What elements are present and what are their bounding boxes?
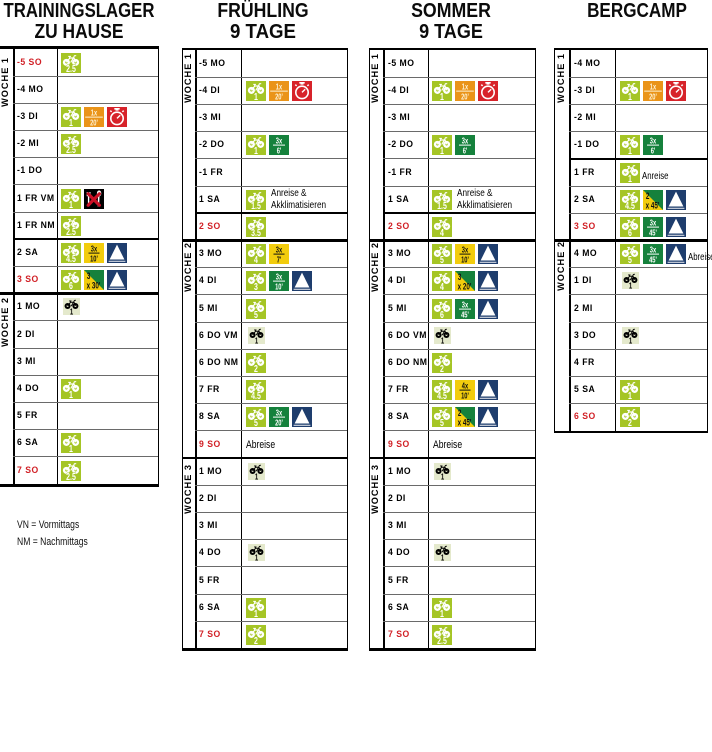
svg-text:6': 6' xyxy=(650,148,655,155)
svg-text:1: 1 xyxy=(255,471,258,480)
svg-text:x 30': x 30' xyxy=(87,280,101,290)
svg-text:45': 45' xyxy=(649,229,657,236)
svg-text:6: 6 xyxy=(440,308,444,318)
svg-text:3x: 3x xyxy=(462,247,468,255)
svg-text:1x: 1x xyxy=(91,110,97,118)
svg-text:3x: 3x xyxy=(276,274,282,282)
svg-text:1: 1 xyxy=(441,335,444,344)
svg-text:3: 3 xyxy=(254,281,258,291)
svg-text:1x: 1x xyxy=(462,84,468,92)
svg-text:20': 20' xyxy=(461,93,469,100)
svg-text:10': 10' xyxy=(461,257,469,264)
svg-text:6: 6 xyxy=(69,280,73,290)
svg-text:x 20': x 20' xyxy=(458,282,472,292)
svg-text:5: 5 xyxy=(254,308,258,318)
svg-text:3x: 3x xyxy=(276,410,282,418)
svg-text:6': 6' xyxy=(276,148,281,155)
svg-text:x 45': x 45' xyxy=(458,418,472,428)
svg-text:2: 2 xyxy=(440,363,444,373)
svg-text:3x: 3x xyxy=(462,138,468,146)
svg-text:4.5: 4.5 xyxy=(251,390,261,400)
svg-text:3x: 3x xyxy=(650,138,656,146)
svg-text:3: 3 xyxy=(87,271,91,281)
svg-text:4x: 4x xyxy=(462,383,468,391)
svg-text:6: 6 xyxy=(628,227,632,237)
svg-text:5: 5 xyxy=(440,417,444,427)
svg-text:10': 10' xyxy=(275,284,283,291)
svg-text:1: 1 xyxy=(628,172,632,182)
svg-text:1: 1 xyxy=(440,608,444,618)
svg-text:3x: 3x xyxy=(276,247,282,255)
svg-text:2.5: 2.5 xyxy=(66,470,76,480)
svg-text:4: 4 xyxy=(254,254,258,264)
svg-text:1: 1 xyxy=(440,145,444,155)
svg-text:2: 2 xyxy=(646,191,649,201)
svg-text:3.5: 3.5 xyxy=(251,227,261,237)
svg-text:2: 2 xyxy=(254,635,258,645)
svg-text:1: 1 xyxy=(628,145,632,155)
svg-text:2.5: 2.5 xyxy=(66,226,76,236)
svg-text:2.5: 2.5 xyxy=(437,635,447,645)
svg-text:x 45': x 45' xyxy=(645,200,659,210)
svg-text:20': 20' xyxy=(275,420,283,427)
svg-text:2: 2 xyxy=(458,408,461,418)
svg-text:1: 1 xyxy=(255,552,258,561)
svg-text:2.5: 2.5 xyxy=(66,62,76,72)
svg-text:2.5: 2.5 xyxy=(66,144,76,154)
svg-text:1.5: 1.5 xyxy=(437,200,447,210)
svg-text:1x: 1x xyxy=(276,84,282,92)
svg-text:1: 1 xyxy=(628,390,632,400)
svg-text:1: 1 xyxy=(254,608,258,618)
svg-text:5: 5 xyxy=(628,254,632,264)
svg-text:1: 1 xyxy=(69,198,73,208)
svg-text:1.5: 1.5 xyxy=(251,200,261,210)
svg-text:4: 4 xyxy=(440,227,444,237)
svg-text:10': 10' xyxy=(461,393,469,400)
svg-text:1: 1 xyxy=(70,306,73,315)
svg-text:4: 4 xyxy=(440,281,444,291)
svg-text:1: 1 xyxy=(69,443,73,453)
svg-text:20': 20' xyxy=(90,119,98,126)
svg-text:2: 2 xyxy=(254,363,258,373)
svg-text:45': 45' xyxy=(461,311,469,318)
svg-text:1: 1 xyxy=(255,335,258,344)
svg-text:3x: 3x xyxy=(650,247,656,255)
svg-text:6': 6' xyxy=(463,148,468,155)
svg-text:45': 45' xyxy=(649,257,657,264)
svg-text:1: 1 xyxy=(441,471,444,480)
svg-text:1: 1 xyxy=(629,335,632,344)
svg-text:1: 1 xyxy=(69,389,73,399)
svg-text:1: 1 xyxy=(628,91,632,101)
svg-text:1: 1 xyxy=(254,91,258,101)
svg-text:3x: 3x xyxy=(91,246,97,254)
svg-text:20': 20' xyxy=(649,93,657,100)
svg-text:5: 5 xyxy=(254,417,258,427)
svg-text:20': 20' xyxy=(275,93,283,100)
svg-text:1x: 1x xyxy=(650,84,656,92)
svg-text:3: 3 xyxy=(458,272,462,282)
svg-text:4.5: 4.5 xyxy=(437,390,447,400)
svg-text:2: 2 xyxy=(628,417,632,427)
svg-text:4.5: 4.5 xyxy=(625,200,635,210)
svg-text:3x: 3x xyxy=(650,220,656,228)
svg-text:1: 1 xyxy=(629,280,632,289)
svg-text:1: 1 xyxy=(254,145,258,155)
svg-text:1: 1 xyxy=(441,552,444,561)
svg-text:1: 1 xyxy=(69,117,73,127)
svg-text:1: 1 xyxy=(440,91,444,101)
svg-text:5: 5 xyxy=(440,254,444,264)
svg-text:7': 7' xyxy=(276,257,281,264)
svg-text:4.5: 4.5 xyxy=(66,253,76,263)
svg-text:3x: 3x xyxy=(276,138,282,146)
svg-text:10': 10' xyxy=(90,255,98,262)
svg-text:3x: 3x xyxy=(462,301,468,309)
